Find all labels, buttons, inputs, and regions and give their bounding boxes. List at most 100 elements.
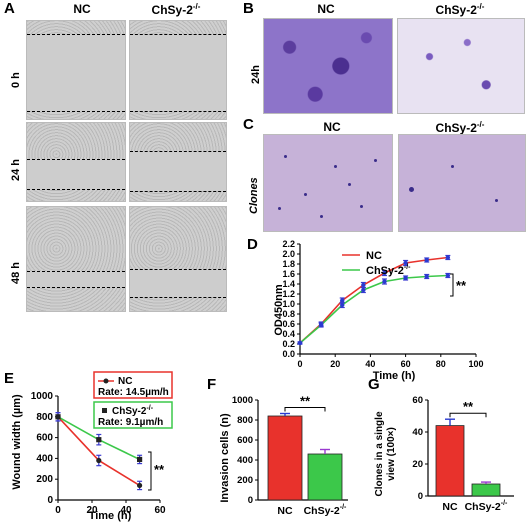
panel-e-ytick-label: 1000: [31, 391, 54, 402]
panel-e-legend-nc: NC: [118, 376, 132, 387]
panel-e-xlabel: Time (h): [89, 510, 132, 522]
panel-g-ylabel: Clones in a singleview (100×): [374, 411, 397, 496]
panel-d-xlabel: Time (h): [373, 370, 416, 382]
panel-e-legend-ko-box: ChSy-2-/- Rate: 9.1µm/h: [93, 401, 173, 429]
panel-d-xtick-label: 60: [401, 359, 411, 369]
panel-e-legend-nc-box: NC Rate: 14.5µm/h: [93, 371, 173, 399]
panel-f-ytick-label: 800: [237, 415, 253, 426]
panel-e-point: [55, 414, 61, 420]
panel-e-ylabel: Wound width (µm): [11, 394, 23, 490]
panel-d-point: [340, 298, 345, 303]
panel-f-ylabel: Invasion cells (n): [219, 413, 231, 503]
panel-a-row-24h: 24 h: [10, 158, 22, 181]
panel-b-col-nc: NC: [317, 2, 335, 16]
panel-d-xtick-label: 80: [436, 359, 446, 369]
panel-f-ytick-label: 200: [237, 475, 253, 486]
panel-d-point: [361, 282, 366, 288]
panel-g-label: G: [368, 376, 380, 393]
panel-d-xtick-label: 40: [365, 359, 375, 369]
panel-a-col-nc: NC: [73, 2, 91, 16]
panel-e-legend-ko: ChSy-2-/-: [112, 405, 154, 417]
panel-d-ytick-label: 1.6: [282, 269, 295, 279]
panel-d-point: [424, 274, 429, 279]
panel-e-xtick-label: 0: [55, 505, 61, 516]
panel-d-ytick-label: 1.0: [282, 299, 295, 309]
scratch-image-nc-24h: [26, 122, 126, 202]
panel-g-sig-bracket: **: [449, 399, 487, 418]
scratch-image-nc-0h: [26, 20, 126, 120]
panel-e-xtick-label: 40: [120, 505, 132, 516]
scratch-image-ko-48h: [129, 206, 227, 312]
panel-e-rate-ko: Rate: 9.1µm/h: [98, 417, 163, 428]
scratch-image-nc-48h: [26, 206, 126, 312]
panel-d-ytick-label: 1.4: [282, 279, 295, 289]
panel-e-ytick-label: 200: [36, 474, 53, 485]
panel-d-ytick-label: 0.6: [282, 319, 295, 329]
clones-image-nc: [263, 134, 393, 232]
panel-e-label: E: [4, 370, 15, 387]
panel-e-ytick-label: 0: [47, 495, 53, 506]
panel-f-category-label: ChSy-2-/-: [304, 504, 347, 517]
transwell-image-ko: [397, 18, 525, 114]
panel-c-col-nc: NC: [323, 120, 341, 134]
panel-d-ytick-label: 0.2: [282, 339, 295, 349]
panel-f-bar-0: [267, 415, 303, 501]
panel-f-ytick-label: 600: [237, 435, 253, 446]
panel-d-ytick-label: 0.0: [282, 349, 295, 359]
panel-d-legend-ko: ChSy-2-/-: [366, 264, 411, 277]
panel-e-point: [137, 482, 143, 489]
panel-d-xtick-label: 100: [468, 359, 483, 369]
scratch-image-ko-24h: [129, 122, 227, 202]
panel-d-sig: **: [456, 278, 467, 293]
panel-d-ytick-label: 2.0: [282, 249, 295, 259]
panel-d-sig-bracket: [450, 273, 454, 297]
panel-d-point: [361, 287, 366, 293]
transwell-image-nc: [263, 18, 393, 114]
panel-f-ytick-label: 1000: [232, 395, 253, 406]
panel-e-point: [96, 457, 102, 464]
panel-d-ytick-label: 0.8: [282, 309, 295, 319]
panel-e-sig: **: [154, 462, 165, 477]
panel-g-ytick-label: 20: [412, 459, 423, 470]
panel-d-label: D: [247, 236, 258, 253]
panel-a-row-0h: 0 h: [10, 72, 22, 88]
panel-d-point: [340, 302, 345, 308]
panel-c-row-clones: Clones: [248, 177, 260, 214]
panel-d-point: [297, 340, 303, 346]
panel-d-growth-chart: 0.00.20.40.60.81.01.21.41.61.82.02.2 0 20 4…: [273, 239, 484, 382]
panel-d-point: [318, 322, 324, 328]
panel-f-ytick-label: 400: [237, 455, 253, 466]
panel-b-col-ko: ChSy-2-/-: [435, 2, 485, 17]
panel-d-legend: NC ChSy-2-/-: [342, 250, 411, 277]
panel-d-ytick-label: 1.8: [282, 259, 295, 269]
panel-d-point: [382, 279, 387, 284]
panel-d-ytick-label: 0.4: [282, 329, 295, 339]
panel-d-xtick-label: 20: [330, 359, 340, 369]
panel-e-ytick-label: 600: [36, 433, 53, 444]
panel-g-bar-0: [435, 425, 465, 497]
panel-d-point: [445, 255, 451, 260]
panel-a-label: A: [4, 0, 15, 17]
panel-e-ytick-label: 800: [36, 412, 53, 423]
panel-e-point: [96, 437, 102, 443]
panel-g-clones-chart: 0 20 40 60 NC ChSy-2-/- Clones in a singlevie…: [374, 395, 514, 513]
panel-d-ytick-label: 1.2: [282, 289, 295, 299]
panel-e-rate-nc: Rate: 14.5µm/h: [98, 387, 169, 398]
panel-d-point: [403, 275, 408, 281]
panel-g-category-label: NC: [442, 501, 458, 513]
panel-f-bar-1: [307, 453, 343, 501]
panel-f-ytick-label: 0: [248, 495, 253, 506]
panel-d-point: [424, 257, 429, 263]
panel-c-col-ko: ChSy-2-/-: [435, 120, 485, 135]
panel-f-invasion-chart: 0 200 400 600 800 1000 NC ChSy-2-/- Invasion ce…: [219, 394, 348, 517]
panel-g-bar-1: [471, 483, 501, 497]
panel-a-row-48h: 48 h: [10, 261, 22, 284]
panel-d-ylabel: OD450nm: [273, 284, 285, 336]
panel-f-label: F: [207, 376, 217, 393]
panel-d-legend-nc: NC: [366, 250, 382, 262]
panel-d-series-line-0: [299, 256, 448, 344]
panel-g-category-label: ChSy-2-/-: [465, 500, 508, 513]
panel-g-sig-text: **: [463, 399, 474, 414]
scratch-image-ko-0h: [129, 20, 227, 120]
panel-f-category-label: NC: [277, 505, 293, 517]
